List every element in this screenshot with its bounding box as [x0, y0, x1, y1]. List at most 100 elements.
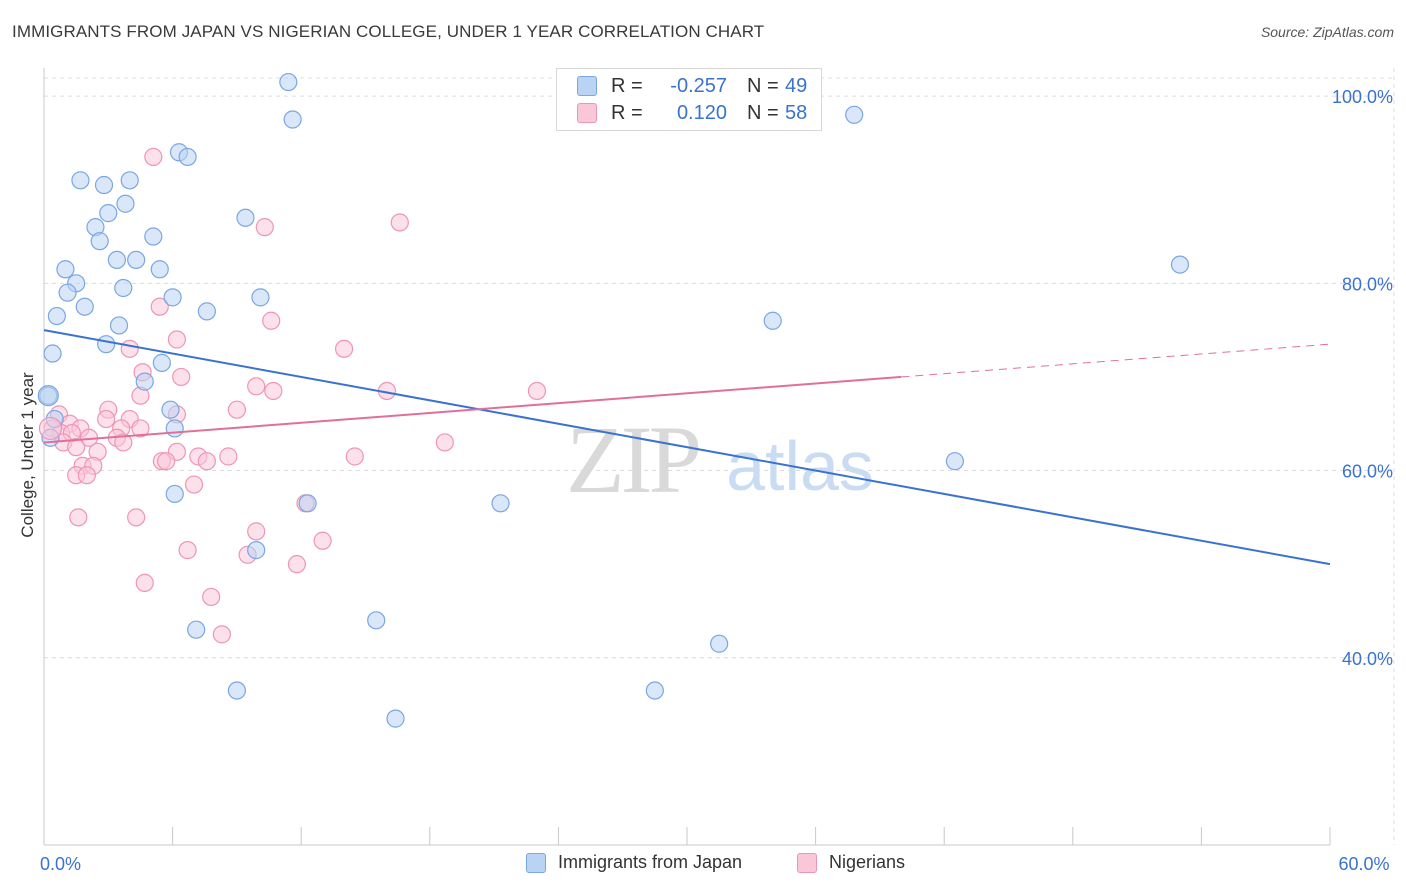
- nigerians-legend-label: Nigerians: [829, 852, 906, 872]
- n-value: 49: [785, 74, 808, 97]
- n-value: 58: [785, 101, 808, 124]
- japan-point: [99, 204, 118, 223]
- japan-point: [37, 385, 59, 407]
- nigerian-point: [255, 218, 274, 237]
- watermark-atlas: atlas: [726, 427, 874, 505]
- japan-point: [187, 620, 206, 639]
- japan-point: [127, 250, 146, 270]
- nigerian-point: [212, 625, 231, 644]
- japan-point: [945, 452, 965, 471]
- japan-point: [710, 634, 729, 653]
- nigerian-point: [127, 508, 146, 527]
- nigerian-point: [287, 555, 307, 574]
- japan-point: [43, 344, 62, 363]
- series-legend: Immigrants from Japan Nigerians: [0, 852, 1406, 878]
- japan-point: [645, 681, 664, 700]
- japan-point: [236, 208, 255, 227]
- nigerian-trend-line: [43, 375, 902, 444]
- nigerians-legend-swatch: [797, 852, 817, 873]
- japan-point: [150, 260, 169, 279]
- japan-point: [283, 110, 302, 129]
- japan-point: [279, 72, 298, 92]
- japan-point: [97, 335, 116, 354]
- data-points: [37, 72, 1190, 728]
- japan-point: [165, 419, 184, 438]
- japan-point: [845, 105, 864, 124]
- axes: [43, 68, 1331, 846]
- nigerian-point: [247, 377, 266, 396]
- japan-point: [114, 278, 133, 298]
- japan-point: [1170, 255, 1190, 274]
- nigerian-point: [114, 433, 133, 452]
- nigerian-point: [77, 466, 96, 485]
- r-value: -0.257: [670, 74, 727, 97]
- nigerian-point: [345, 447, 364, 466]
- nigerian-point: [67, 438, 86, 457]
- nigerian-point: [264, 381, 283, 401]
- japan-point: [161, 400, 180, 419]
- x-tick-label: 60.0%: [1338, 854, 1389, 874]
- japan-point: [56, 260, 75, 279]
- japan-point: [247, 541, 266, 560]
- chart-title: IMMIGRANTS FROM JAPAN VS NIGERIAN COLLEG…: [12, 22, 765, 41]
- japan-point: [165, 484, 184, 504]
- japan-point: [227, 681, 246, 700]
- japan-point: [71, 171, 90, 190]
- nigerian-point: [435, 433, 454, 452]
- y-tick-label: 40.0%: [1342, 649, 1393, 669]
- legend-item-nigerians: Nigerians: [797, 852, 905, 873]
- japan-legend-label: Immigrants from Japan: [558, 852, 743, 872]
- tick-labels: 100.0% 80.0% 60.0% 40.0% 0.0% 60.0%: [40, 87, 1393, 874]
- legend-row-japan: R = -0.257 N = 49: [577, 74, 807, 98]
- japan-point: [144, 227, 163, 246]
- japan-point: [367, 611, 386, 630]
- japan-point: [120, 171, 139, 190]
- legend-item-japan: Immigrants from Japan: [526, 852, 742, 873]
- nigerian-point: [97, 409, 116, 429]
- y-tick-label: 80.0%: [1342, 274, 1393, 294]
- source-credit: Source: ZipAtlas.com: [1260, 24, 1394, 40]
- nigerian-point: [184, 475, 204, 494]
- japan-point: [90, 232, 109, 251]
- trend-lines: [43, 329, 1331, 566]
- nigerian-point: [219, 447, 238, 466]
- nigerian-point: [157, 452, 176, 471]
- nigerian-point: [167, 330, 186, 349]
- r-label: R =: [611, 74, 643, 97]
- watermark: ZIP atlas: [566, 406, 874, 513]
- nigerian-point: [150, 297, 169, 316]
- y-axis-label: College, Under 1 year: [18, 372, 37, 538]
- nigerian-point: [131, 419, 150, 438]
- japan-swatch: [577, 76, 597, 96]
- nigerian-point: [135, 573, 154, 592]
- japan-point: [298, 494, 317, 513]
- japan-point: [491, 494, 510, 513]
- nigerian-point: [262, 311, 281, 330]
- nigerian-trend-extension: [901, 343, 1331, 378]
- japan-trend-line: [43, 329, 1331, 566]
- r-label: R =: [611, 101, 643, 124]
- japan-point: [152, 353, 171, 372]
- y-tick-label: 100.0%: [1332, 87, 1393, 107]
- r-value: 0.120: [676, 101, 727, 124]
- nigerian-point: [334, 339, 354, 358]
- japan-point: [178, 147, 197, 167]
- n-label: N =: [747, 74, 779, 97]
- nigerian-point: [202, 587, 221, 607]
- legend-row-nigerians: R = 0.120 N = 58: [577, 101, 807, 125]
- watermark-zip: ZIP: [566, 406, 699, 513]
- japan-point: [386, 709, 405, 728]
- nigerian-point: [178, 541, 197, 560]
- nigerian-point: [247, 522, 266, 541]
- grid-lines: [44, 68, 1395, 845]
- nigerian-point: [527, 381, 547, 401]
- y-tick-label: 60.0%: [1342, 462, 1393, 482]
- japan-point: [163, 288, 182, 307]
- nigerian-point: [38, 416, 63, 441]
- japan-point: [47, 306, 66, 326]
- japan-point: [109, 316, 129, 335]
- japan-point: [135, 372, 154, 391]
- nigerian-point: [313, 531, 332, 550]
- japan-point: [58, 283, 77, 302]
